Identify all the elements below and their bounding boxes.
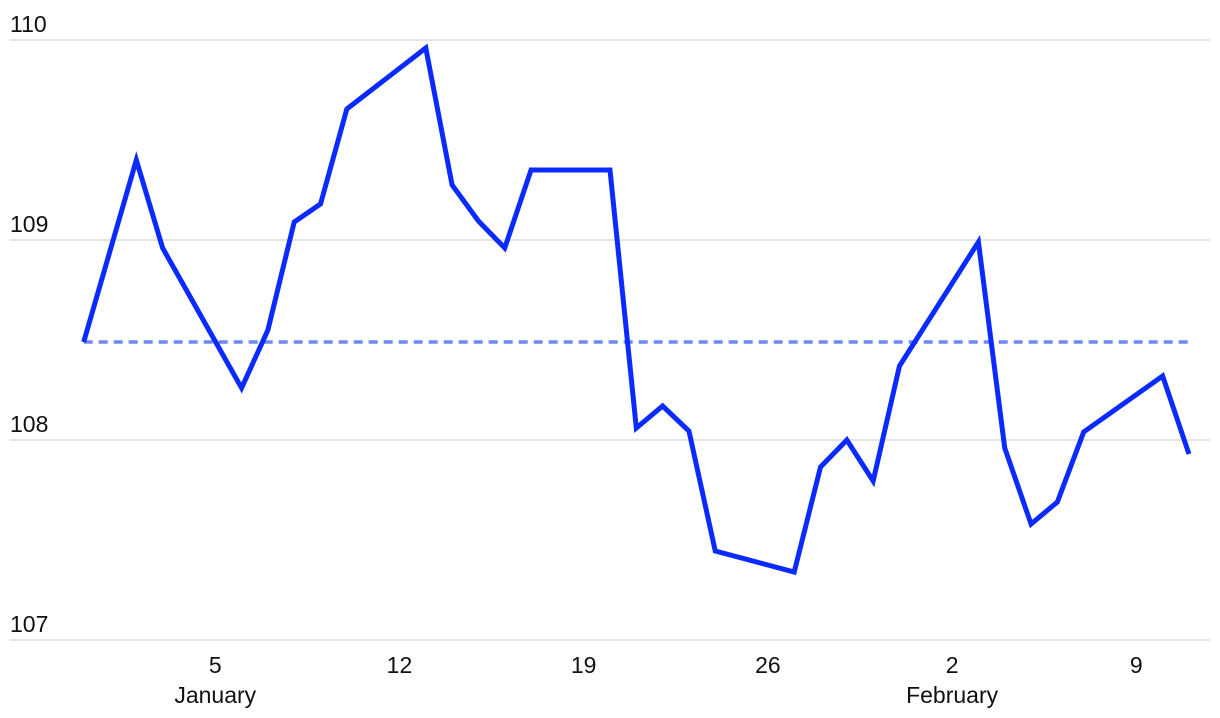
x-tick-label: 2	[946, 652, 959, 678]
y-tick-label: 110	[10, 11, 47, 37]
x-tick-label: 12	[387, 652, 413, 678]
x-tick-label: 26	[755, 652, 781, 678]
x-tick-label: 9	[1130, 652, 1143, 678]
x-tick-label: 5	[209, 652, 222, 678]
x-tick-label: 19	[571, 652, 597, 678]
month-label: January	[174, 682, 256, 708]
y-tick-label: 108	[10, 411, 48, 437]
y-tick-label: 109	[10, 211, 48, 237]
y-tick-label: 107	[10, 611, 48, 637]
month-label: February	[906, 682, 999, 708]
series-line	[81, 43, 1192, 576]
